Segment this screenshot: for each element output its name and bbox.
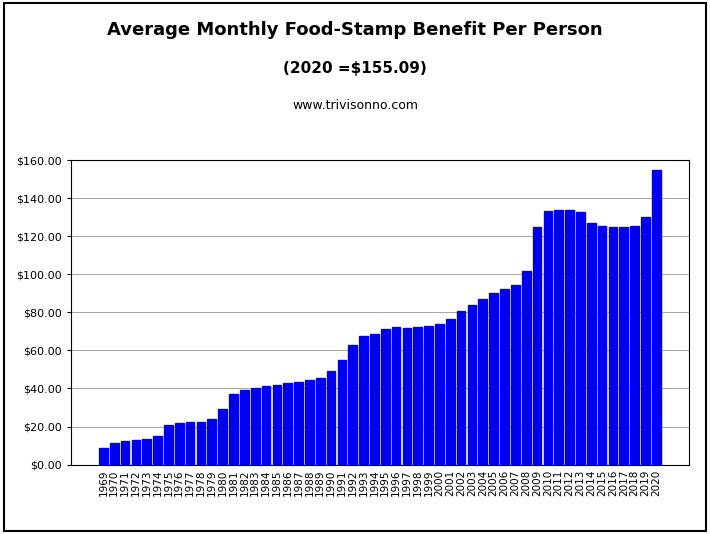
Bar — [598, 226, 606, 465]
Bar — [186, 422, 195, 465]
Bar — [359, 336, 368, 465]
Text: www.trivisonno.com: www.trivisonno.com — [292, 99, 418, 112]
Bar — [511, 285, 520, 465]
Bar — [479, 299, 487, 465]
Bar — [565, 210, 574, 465]
Bar — [121, 441, 129, 465]
Bar — [500, 288, 509, 465]
Bar — [229, 394, 238, 465]
Bar — [619, 227, 628, 465]
Bar — [327, 371, 335, 465]
Bar — [403, 328, 411, 465]
Text: Average Monthly Food-Stamp Benefit Per Person: Average Monthly Food-Stamp Benefit Per P… — [107, 21, 603, 40]
Bar — [522, 271, 530, 465]
Bar — [587, 223, 596, 465]
Bar — [630, 226, 639, 465]
Bar — [544, 210, 552, 465]
Bar — [294, 382, 303, 465]
Bar — [240, 390, 248, 465]
Bar — [641, 217, 650, 465]
Bar — [273, 384, 281, 465]
Bar — [316, 378, 324, 465]
Bar — [392, 327, 400, 465]
Bar — [305, 380, 314, 465]
Bar — [608, 227, 617, 465]
Bar — [283, 383, 292, 465]
Bar — [468, 305, 476, 465]
Bar — [143, 439, 151, 465]
Bar — [251, 388, 260, 465]
Bar — [175, 423, 184, 465]
Bar — [153, 436, 162, 465]
Bar — [435, 324, 444, 465]
Bar — [576, 211, 585, 465]
Bar — [99, 449, 108, 465]
Bar — [532, 227, 542, 465]
Bar — [110, 443, 119, 465]
Bar — [370, 334, 378, 465]
Bar — [381, 328, 390, 465]
Bar — [446, 319, 454, 465]
Bar — [207, 419, 216, 465]
Bar — [489, 293, 498, 465]
Bar — [652, 169, 660, 465]
Bar — [197, 422, 205, 465]
Bar — [218, 410, 227, 465]
Bar — [262, 386, 271, 465]
Bar — [349, 345, 357, 465]
Bar — [164, 425, 173, 465]
Text: (2020 =$155.09): (2020 =$155.09) — [283, 61, 427, 76]
Bar — [413, 327, 422, 465]
Bar — [555, 210, 563, 465]
Bar — [425, 326, 433, 465]
Bar — [457, 311, 466, 465]
Bar — [131, 440, 141, 465]
Bar — [337, 360, 346, 465]
